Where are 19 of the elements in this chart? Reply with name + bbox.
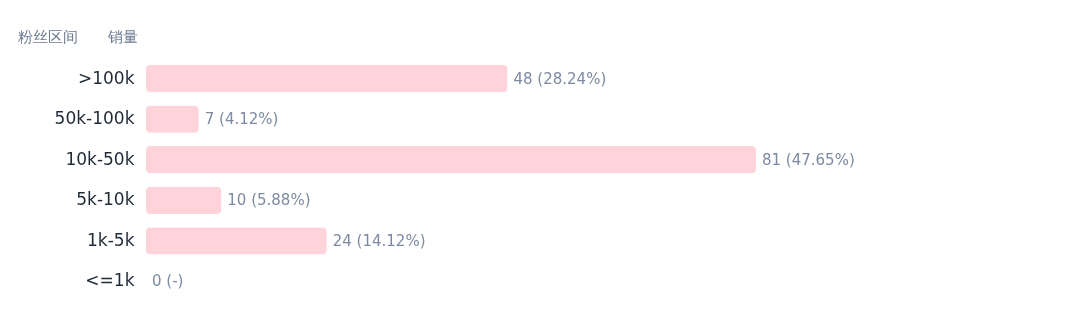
bar: [146, 105, 199, 133]
bar: [146, 64, 508, 93]
y-tick-label: 10k-50k: [65, 148, 135, 169]
x-axis-title: 销量: [107, 28, 138, 46]
bar: [146, 146, 756, 174]
y-tick-label: <=1k: [85, 270, 135, 291]
y-tick-label: 50k-100k: [54, 108, 135, 129]
y-tick-label: 1k-5k: [87, 229, 135, 250]
y-tick-label: 5k-10k: [76, 189, 135, 210]
data-label: 48 (28.24%): [513, 69, 607, 88]
data-label: 0 (-): [152, 272, 184, 291]
bar: [146, 227, 327, 255]
data-label: 81 (47.65%): [762, 150, 855, 169]
data-label: 10 (5.88%): [227, 191, 311, 210]
y-axis-title: 粉丝区间: [18, 28, 78, 46]
bar: [146, 186, 222, 214]
data-label: 24 (14.12%): [332, 231, 426, 250]
y-tick-label: >100k: [77, 67, 135, 88]
data-label: 7 (4.12%): [204, 110, 279, 129]
